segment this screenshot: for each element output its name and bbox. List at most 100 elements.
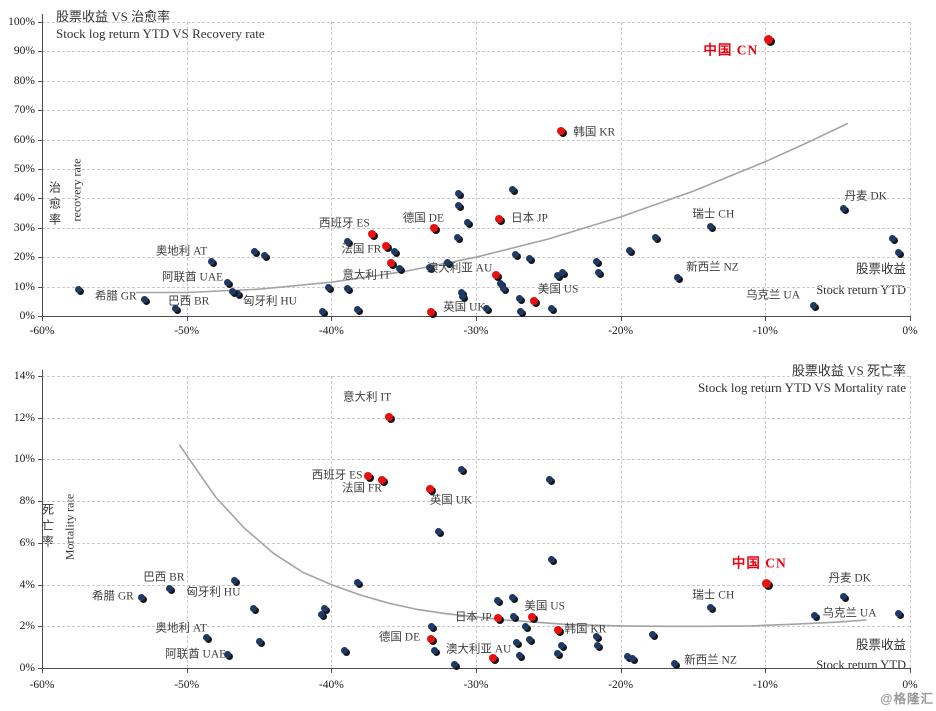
x-tick-mark [42,668,43,673]
scatter-point [343,284,351,292]
y-tick-mark [38,316,43,317]
x-tick-label: -10% [752,325,778,337]
x-tick-mark [910,316,911,321]
y-tick-mark [38,626,43,628]
scatter-point-label: 法国 FR [342,482,382,495]
scatter-point-labeled [673,273,681,281]
scatter-point [557,641,565,649]
y-tick-mark [38,22,43,23]
scatter-point [517,308,525,316]
scatter-point-label: 乌克兰 UA [822,607,877,620]
scatter-point [340,646,348,654]
y-tick-mark [38,376,43,377]
y-tick-mark [38,110,43,112]
scatter-point-labeled [554,626,563,635]
scatter-point-labeled [762,579,772,589]
scatter-point-label: 意大利 IT [342,391,392,404]
x-tick-label: -20% [608,325,634,337]
scatter-point [249,605,257,613]
chart1-ylabel-zh: 死亡率 [40,503,55,551]
scatter-point-labeled [230,576,238,584]
scatter-point [430,646,438,654]
scatter-point-label: 巴西 BR [143,571,185,584]
scatter-point [547,304,555,312]
y-tick-mark [38,668,43,669]
scatter-point-labeled [493,613,502,622]
scatter-point [624,653,632,661]
y-tick-label: 100% [8,16,35,28]
x-tick-mark [186,668,188,673]
scatter-point-labeled [706,222,714,230]
scatter-point [463,218,471,226]
scatter-point [510,613,518,621]
scatter-point [494,596,502,604]
scatter-point [889,234,897,242]
scatter-point-label: 澳大利亚 AU [445,643,512,656]
chart0-title: 股票收益 VS 治愈率 Stock log return YTD VS Reco… [56,8,265,42]
chart0-title-en: Stock log return YTD VS Recovery rate [56,26,265,41]
scatter-point [508,593,516,601]
scatter-point [324,283,332,291]
x-tick-label: -10% [752,679,778,691]
scatter-point [434,527,442,535]
scatter-point [497,279,505,287]
x-tick-mark [765,316,767,321]
scatter-point [459,293,467,301]
x-tick-label: -30% [463,679,489,691]
scatter-point-labeled [489,653,498,662]
scatter-point-labeled [363,472,372,481]
gridline-vertical [910,376,911,668]
y-tick-label: 12% [13,411,35,424]
chart0-title-zh: 股票收益 VS 治愈率 [56,9,171,24]
scatter-point-labeled [430,223,439,232]
scatter-point-label: 澳大利亚 AU [426,262,493,275]
x-tick-mark [765,668,767,673]
y-tick-label: 0% [19,662,35,674]
y-tick-mark [38,169,43,170]
y-tick-mark [38,139,43,141]
y-tick-mark [38,80,43,82]
scatter-point-label: 日本 JP [454,611,492,624]
scatter-point [526,636,534,644]
y-tick-mark [38,459,43,461]
scatter-point [515,294,523,302]
scatter-point [353,578,361,586]
scatter-point [320,605,328,613]
y-tick-label: 4% [19,578,35,591]
scatter-point-labeled [495,214,504,223]
y-tick-label: 50% [13,163,35,175]
chart1-title-en: Stock log return YTD VS Mortality rate [698,380,906,395]
y-tick-mark [38,501,43,503]
y-tick-mark [38,584,43,586]
x-tick-mark [476,316,477,321]
scatter-point-label: 中国 CN [731,555,787,571]
x-tick-mark [331,316,333,321]
y-axis-line [42,14,43,316]
scatter-point-label: 新西兰 NZ [684,654,737,667]
x-tick-label: -60% [29,679,55,691]
chart0-xlabel-zh: 股票收益 [855,262,906,276]
scatter-point-label: 丹麦 DK [828,572,871,585]
x-tick-mark [42,316,43,321]
scatter-point-labeled [229,288,237,296]
scatter-point-label: 奥地利 AT [155,245,208,258]
scatter-point-labeled [809,301,817,309]
y-tick-label: 14% [13,370,35,382]
watermark: @格隆汇 [880,692,934,706]
scatter-point-labeled [529,296,538,305]
gridline-vertical [765,376,767,668]
scatter-point [450,661,458,669]
x-tick-label: -20% [608,679,634,691]
x-tick-label: 0% [902,325,918,337]
scatter-point-labeled [811,612,819,620]
y-tick-label: 30% [13,221,35,234]
scatter-point-label: 希腊 GR [91,590,134,603]
scatter-point-labeled [207,257,215,265]
x-tick-mark [476,668,477,673]
scatter-point-label: 德国 DE [402,212,445,225]
scatter-point [546,475,554,483]
y-tick-label: 0% [19,310,35,322]
